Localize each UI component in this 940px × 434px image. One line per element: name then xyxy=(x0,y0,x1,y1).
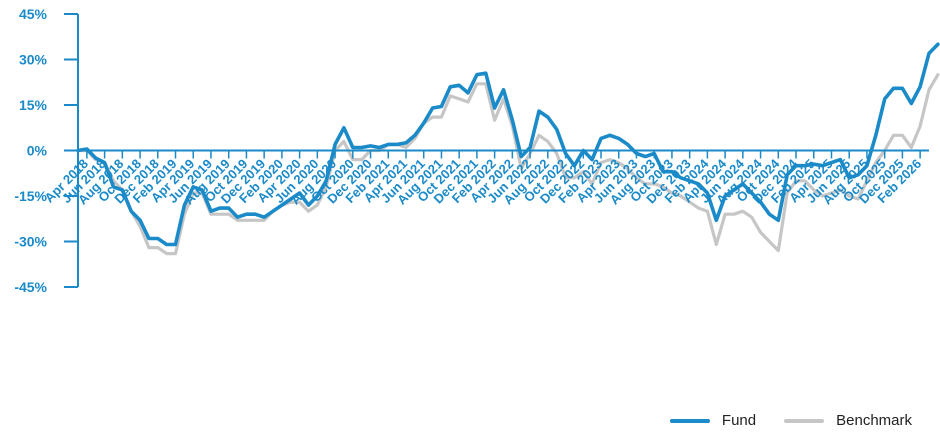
legend-swatch-fund xyxy=(669,418,710,423)
y-tick-label: 45% xyxy=(19,6,48,22)
y-tick-label: 15% xyxy=(19,97,48,113)
legend: Fund Benchmark xyxy=(669,412,912,429)
legend-swatch-benchmark xyxy=(784,418,825,423)
series-layer xyxy=(76,42,940,256)
y-tick-label: -30% xyxy=(14,234,47,250)
y-tick-label: -15% xyxy=(14,188,47,204)
y-tick-label: -45% xyxy=(14,279,47,295)
y-tick-label: 0% xyxy=(27,143,48,159)
y-tick-label: 30% xyxy=(19,52,48,68)
legend-label-fund: Fund xyxy=(721,412,757,429)
axis-layer xyxy=(77,14,929,287)
series-line-fund xyxy=(76,42,940,247)
legend-label-benchmark: Benchmark xyxy=(836,412,912,429)
y-axis-ticks: 45% 30% 15% 0% -15% -30% -45% xyxy=(14,6,78,295)
legend-item-benchmark: Benchmark xyxy=(784,412,912,429)
legend-item-fund: Fund xyxy=(669,412,757,429)
series-line-benchmark xyxy=(76,73,940,256)
